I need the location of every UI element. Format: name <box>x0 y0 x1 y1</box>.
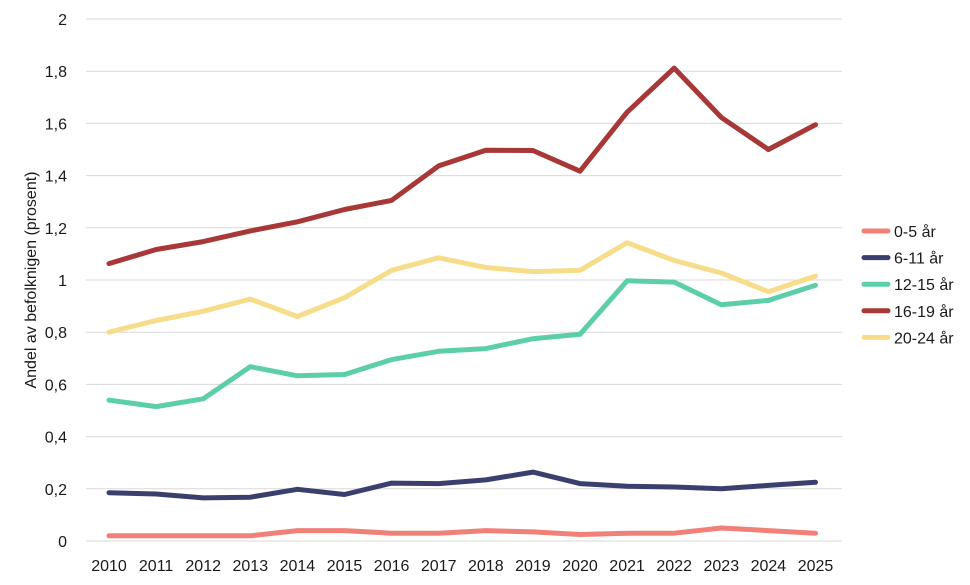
legend-item: 20-24 år <box>861 329 954 347</box>
x-tick-label: 2024 <box>751 558 787 575</box>
y-tick-label: 0,8 <box>45 325 67 342</box>
legend-label: 6-11 år <box>894 250 944 268</box>
series-line-4 <box>106 240 818 335</box>
x-tick-label: 2012 <box>185 558 221 575</box>
series-line-0 <box>106 525 818 539</box>
legend-item: 12-15 år <box>861 276 954 294</box>
legend-label: 12-15 år <box>894 276 954 294</box>
x-tick-label: 2018 <box>468 558 504 575</box>
series-line-2 <box>106 278 818 410</box>
x-tick-label: 2020 <box>562 558 598 575</box>
x-tick-label: 2022 <box>656 558 692 575</box>
y-tick-label: 1,6 <box>45 116 67 133</box>
x-tick-label: 2023 <box>704 558 740 575</box>
x-tick-label: 2011 <box>139 558 174 575</box>
legend-label: 0-5 år <box>894 223 936 241</box>
legend-label: 16-19 år <box>894 303 954 321</box>
y-tick-label: 2 <box>58 12 67 29</box>
y-tick-label: 0,4 <box>45 430 67 447</box>
y-tick-label: 1,8 <box>45 64 67 81</box>
x-tick-label: 2017 <box>421 558 457 575</box>
x-tick-label: 2016 <box>374 558 410 575</box>
y-tick-label: 0 <box>58 534 67 551</box>
x-tick-label: 2021 <box>609 558 645 575</box>
series-line-1 <box>106 469 818 501</box>
x-axis-ticks: 2010 2011 2012 2013 2014 2015 2016 2017 2018 2019… <box>91 558 833 575</box>
y-tick-label: 1,4 <box>45 169 67 186</box>
y-axis-label: Andel av befolknigen (prosent) <box>23 171 40 388</box>
x-tick-label: 2025 <box>798 558 834 575</box>
x-tick-label: 2014 <box>280 558 316 575</box>
x-tick-label: 2013 <box>233 558 269 575</box>
x-tick-label: 2019 <box>515 558 551 575</box>
y-tick-label: 1 <box>58 273 67 290</box>
y-axis-ticks: 0 0,2 0,4 0,6 0,8 1 1,2 1,4 1,6 1,8 2 <box>45 12 67 551</box>
x-tick-label: 2010 <box>91 558 127 575</box>
gridlines <box>86 18 842 542</box>
legend-item: 6-11 år <box>861 250 944 268</box>
y-tick-label: 0,2 <box>45 482 67 499</box>
legend-item: 0-5 år <box>861 223 936 241</box>
legend-label: 20-24 år <box>894 329 954 347</box>
y-tick-label: 1,2 <box>45 221 67 238</box>
series-lines <box>106 65 818 539</box>
x-tick-label: 2015 <box>327 558 363 575</box>
legend-item: 16-19 år <box>861 303 954 321</box>
series-line-3 <box>106 65 818 267</box>
legend: 0-5 år 6-11 år 12-15 år 16-19 år 20-24 år <box>861 223 954 347</box>
y-tick-label: 0,6 <box>45 377 67 394</box>
